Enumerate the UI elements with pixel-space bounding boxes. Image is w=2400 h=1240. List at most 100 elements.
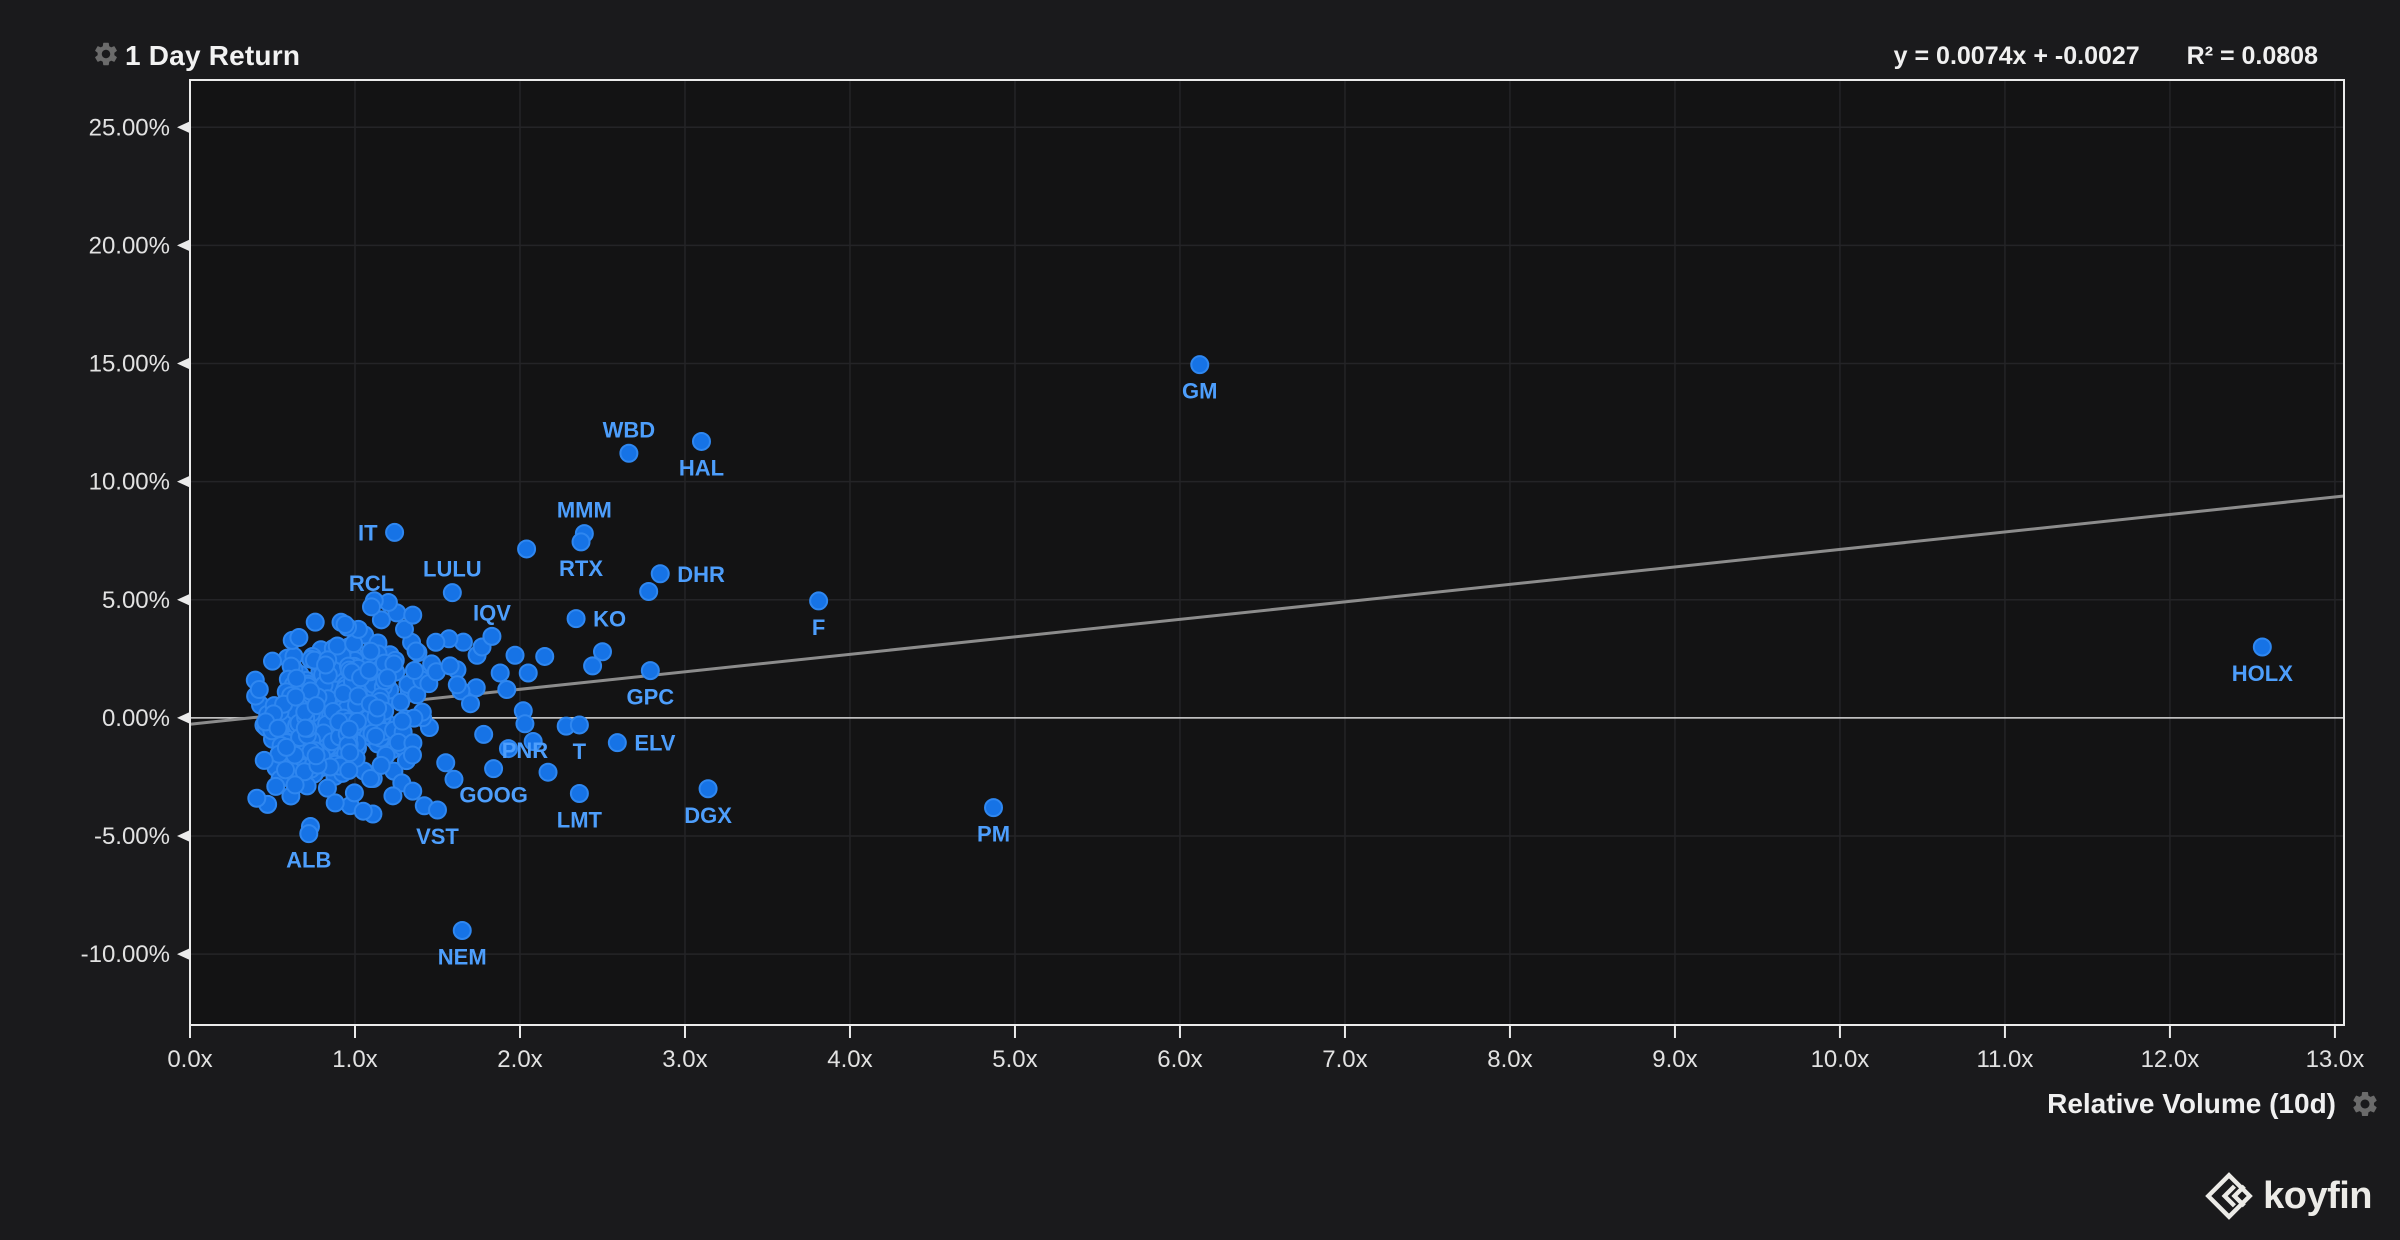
scatter-point-ko[interactable]	[566, 609, 586, 629]
scatter-point[interactable]	[371, 755, 391, 775]
scatter-point-wbd[interactable]	[619, 443, 639, 463]
scatter-point[interactable]	[268, 718, 288, 738]
scatter-point[interactable]	[523, 732, 543, 751]
scatter-point[interactable]	[344, 783, 364, 803]
scatter-point[interactable]	[359, 660, 379, 680]
y-tick-label: -5.00%	[94, 823, 170, 850]
x-tick-label: 7.0x	[1322, 1046, 1367, 1073]
scatter-point[interactable]	[517, 539, 537, 559]
scatter-point[interactable]	[404, 661, 424, 681]
scatter-point[interactable]	[392, 711, 412, 731]
scatter-point[interactable]	[306, 746, 326, 766]
scatter-point-holx[interactable]	[2252, 637, 2272, 657]
point-label-rcl: RCL	[349, 571, 394, 596]
scatter-point[interactable]	[639, 581, 659, 601]
scatter-point[interactable]	[249, 680, 269, 700]
scatter-point[interactable]	[403, 605, 423, 625]
scatter-point[interactable]	[254, 750, 274, 770]
scatter-point[interactable]	[305, 612, 325, 632]
scatter-point[interactable]	[286, 687, 306, 707]
scatter-point[interactable]	[276, 737, 296, 757]
point-label-t: T	[573, 739, 587, 764]
scatter-point[interactable]	[353, 801, 373, 821]
scatter-point[interactable]	[535, 646, 555, 666]
scatter-point[interactable]	[592, 642, 612, 662]
r-squared-value: R² = 0.0808	[2186, 42, 2318, 70]
scatter-point-iqv[interactable]	[482, 626, 502, 646]
scatter-point-nem[interactable]	[452, 921, 472, 940]
scatter-point[interactable]	[306, 696, 326, 716]
scatter-point[interactable]	[366, 726, 386, 746]
scatter-point[interactable]	[440, 656, 460, 676]
scatter-point[interactable]	[391, 692, 411, 712]
x-tick-label: 4.0x	[827, 1046, 872, 1073]
scatter-point[interactable]	[325, 793, 345, 813]
plot-area[interactable]	[190, 80, 2344, 1025]
scatter-point-rcl[interactable]	[361, 597, 381, 617]
scatter-point[interactable]	[403, 781, 423, 801]
scatter-point-rtx[interactable]	[571, 532, 591, 552]
scatter-point[interactable]	[289, 628, 309, 648]
scatter-point-elv[interactable]	[607, 733, 627, 753]
y-tick-mark	[177, 121, 189, 133]
scatter-point[interactable]	[361, 769, 381, 789]
scatter-point-pm[interactable]	[984, 798, 1004, 818]
scatter-point[interactable]	[335, 615, 355, 635]
scatter-point[interactable]	[402, 745, 422, 765]
point-label-dhr: DHR	[677, 562, 725, 587]
scatter-point-f[interactable]	[809, 591, 829, 611]
scatter-point-t[interactable]	[569, 715, 589, 735]
scatter-point[interactable]	[460, 694, 480, 714]
scatter-point[interactable]	[518, 663, 538, 683]
scatter-point-lulu[interactable]	[442, 583, 462, 603]
scatter-point-gm[interactable]	[1190, 355, 1210, 375]
x-axis-title-row: Relative Volume (10d)	[2047, 1088, 2380, 1120]
scatter-point[interactable]	[394, 619, 414, 639]
scatter-point[interactable]	[490, 663, 510, 683]
scatter-point-vst[interactable]	[427, 800, 447, 820]
scatter-point[interactable]	[247, 788, 267, 808]
scatter-point-dgx[interactable]	[698, 779, 718, 799]
scatter-point[interactable]	[538, 762, 558, 782]
scatter-point[interactable]	[444, 769, 464, 789]
scatter-point[interactable]	[262, 651, 282, 671]
scatter-point[interactable]	[361, 641, 381, 661]
scatter-point[interactable]	[339, 719, 359, 739]
scatter-point[interactable]	[505, 645, 525, 665]
scatter-point[interactable]	[406, 641, 426, 661]
y-tick-mark	[177, 594, 189, 606]
scatter-point[interactable]	[371, 610, 391, 630]
y-axis-settings-gear-icon[interactable]	[92, 40, 120, 68]
scatter-point-dhr[interactable]	[650, 564, 670, 584]
scatter-point[interactable]	[377, 668, 397, 688]
scatter-point-goog[interactable]	[484, 759, 504, 779]
x-axis-settings-gear-icon[interactable]	[2350, 1089, 2380, 1119]
scatter-point[interactable]	[436, 753, 456, 773]
scatter-point[interactable]	[295, 718, 315, 738]
scatter-point-pnr[interactable]	[515, 714, 535, 734]
scatter-point[interactable]	[317, 778, 337, 798]
scatter-point[interactable]	[339, 760, 359, 780]
scatter-point[interactable]	[583, 656, 603, 676]
point-label-goog: GOOG	[459, 783, 527, 808]
scatter-point-alb[interactable]	[299, 824, 319, 844]
scatter-point[interactable]	[276, 760, 296, 780]
scatter-point-lmt[interactable]	[569, 783, 589, 803]
scatter-point[interactable]	[497, 680, 517, 700]
scatter-point[interactable]	[287, 668, 307, 688]
scatter-point-gpc[interactable]	[640, 661, 660, 681]
scatter-point[interactable]	[426, 632, 446, 652]
scatter-point[interactable]	[368, 698, 388, 718]
scatter-point[interactable]	[466, 678, 486, 698]
point-label-ko: KO	[593, 607, 626, 632]
scatter-point[interactable]	[266, 776, 286, 796]
scatter-point-hal[interactable]	[691, 431, 711, 451]
scatter-point[interactable]	[474, 724, 494, 744]
scatter-point-it[interactable]	[385, 522, 405, 542]
scatter-point[interactable]	[383, 786, 403, 806]
scatter-point[interactable]	[447, 675, 467, 695]
scatter-point[interactable]	[285, 775, 305, 795]
scatter-point[interactable]	[498, 739, 518, 759]
scatter-point[interactable]	[316, 655, 336, 675]
